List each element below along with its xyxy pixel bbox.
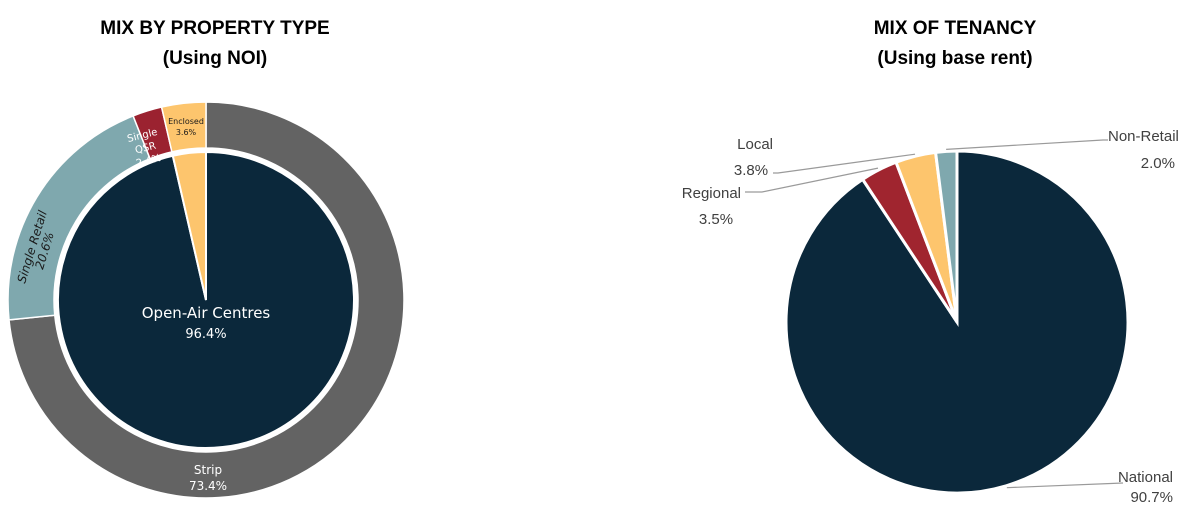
inner-slice-enclosed	[171, 150, 207, 301]
left-chart-title-line: MIX BY PROPERTY TYPE	[100, 18, 330, 39]
outer-value-enclosed: 3.6%	[176, 128, 197, 137]
inner-label-open-air-centres: Open-Air Centres	[142, 304, 271, 322]
slice-label-regional: Regional	[682, 185, 741, 202]
right-chart-subtitle: (Using base rent)	[877, 48, 1033, 69]
slice-value-regional: 3.5%	[699, 211, 733, 228]
inner-value-open-air-centres: 96.4%	[185, 327, 226, 342]
slice-value-local: 3.8%	[734, 162, 768, 179]
slice-value-non-retail: 2.0%	[1141, 155, 1175, 172]
leader-line-non-retail	[946, 139, 1108, 150]
slice-label-local: Local	[737, 136, 773, 153]
right-chart-title-line: MIX OF TENANCY	[873, 18, 1037, 39]
tenancy-pie-chart: National 90.7% Regional 3.5% Local 3.8% Non-Re…	[682, 128, 1179, 506]
slice-value-national: 90.7%	[1130, 489, 1173, 506]
outer-label-strip: Strip	[194, 463, 222, 477]
right-chart-title: MIX OF TENANCY (Using base rent)	[800, 14, 1110, 74]
outer-label-single-qsr-line: QSR	[134, 141, 157, 157]
leader-line-national	[1006, 482, 1124, 489]
slice-label-non-retail: Non-Retail	[1108, 128, 1179, 145]
leader-line-regional	[745, 167, 879, 193]
left-chart-title: MIX BY PROPERTY TYPE (Using NOI)	[60, 14, 370, 74]
outer-ring-slice-strip	[8, 101, 405, 499]
outer-label-enclosed: Enclosed	[168, 117, 204, 126]
leader-line-local	[773, 153, 916, 174]
left-chart-subtitle: (Using NOI)	[162, 48, 268, 69]
outer-ring-slice-enclosed	[160, 101, 207, 153]
outer-value-strip: 73.4%	[189, 479, 227, 493]
pie-slice-non-retail	[933, 149, 959, 323]
slice-label-national: National	[1118, 469, 1173, 486]
